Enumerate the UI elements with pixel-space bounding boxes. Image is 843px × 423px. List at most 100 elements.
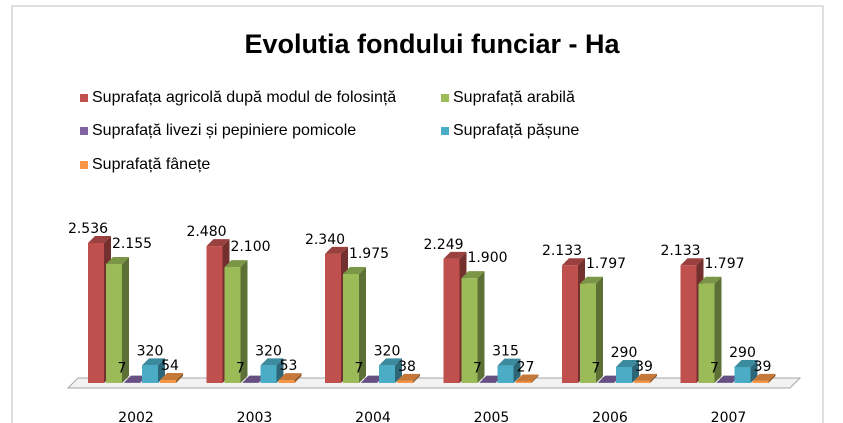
bar: [206, 246, 223, 383]
data-label: 27: [517, 360, 535, 376]
bar-top: [680, 258, 704, 266]
x-tick-label: 2006: [592, 410, 628, 423]
bar: [734, 366, 751, 383]
legend-label: Suprafață arabilă: [453, 89, 575, 106]
bar-top: [379, 358, 402, 366]
bar-side: [477, 271, 485, 383]
bar-side: [750, 359, 758, 383]
x-tick-label: 2007: [711, 410, 747, 423]
data-label: 38: [398, 359, 416, 375]
bar-top: [716, 375, 740, 383]
bar: [616, 366, 632, 383]
data-label: 1.900: [467, 250, 507, 266]
bar: [160, 380, 176, 383]
bar-side: [650, 373, 657, 383]
bar: [343, 273, 359, 383]
data-label: 53: [280, 358, 298, 374]
bar-top: [142, 358, 165, 366]
data-label: 2.133: [660, 243, 700, 259]
bar-top: [580, 276, 603, 284]
legend-label: Suprafață livezi și pepiniere pomicole: [92, 122, 356, 139]
data-label: 290: [611, 345, 638, 361]
legend-swatch: [441, 127, 449, 135]
bar-side: [122, 257, 129, 383]
bar-side: [513, 358, 521, 383]
bar: [278, 380, 295, 383]
data-label: 2.249: [423, 237, 463, 253]
bar: [260, 365, 277, 383]
data-label: 2.133: [542, 243, 582, 259]
data-label: 2.536: [68, 221, 108, 237]
bar: [443, 258, 460, 383]
bar-top: [260, 358, 284, 366]
bar-top: [616, 359, 639, 367]
data-label: 2.340: [305, 232, 345, 248]
bar: [497, 365, 514, 383]
data-label: 7: [592, 361, 601, 377]
bar: [325, 253, 341, 383]
chart-title: Evolutia fondului funciar - Ha: [244, 29, 620, 59]
data-label: 1.797: [704, 256, 744, 272]
bar: [698, 283, 715, 383]
data-label: 2.155: [112, 236, 152, 252]
data-label: 39: [635, 359, 653, 375]
bar: [752, 380, 769, 383]
data-label: 2.100: [230, 239, 270, 255]
data-label: 290: [729, 345, 756, 361]
bar-top: [562, 258, 585, 266]
bar: [680, 265, 697, 383]
data-label: 2.480: [186, 224, 226, 240]
data-label: 7: [236, 361, 245, 377]
bar-top: [160, 373, 183, 381]
bar-top: [461, 271, 485, 279]
bar: [379, 365, 395, 383]
bar: [515, 381, 532, 383]
bar: [224, 267, 241, 383]
bar-top: [598, 375, 621, 383]
bar-side: [531, 374, 539, 383]
bar-top: [361, 375, 384, 383]
bar-top: [752, 373, 776, 381]
bar-top: [278, 373, 302, 381]
bar-side: [176, 373, 183, 383]
legend-swatch: [441, 94, 449, 102]
bar: [634, 380, 650, 383]
bar-side: [395, 358, 402, 383]
bar-side: [596, 276, 603, 383]
data-label: 7: [118, 361, 127, 377]
legend-swatch: [80, 161, 88, 169]
data-label: 1.797: [586, 256, 626, 272]
bar-top: [734, 359, 758, 367]
bar-top: [479, 375, 503, 383]
bar-side: [240, 260, 248, 383]
bar: [580, 283, 596, 383]
data-label: 315: [492, 344, 519, 360]
bar-side: [359, 266, 366, 383]
bar: [106, 264, 122, 383]
data-label: 320: [374, 343, 401, 359]
x-tick-label: 2005: [474, 410, 510, 423]
data-label: 7: [710, 361, 719, 377]
bar: [397, 380, 413, 383]
bar-top: [106, 257, 129, 265]
bar-top: [397, 373, 420, 381]
bar-top: [497, 358, 521, 366]
x-tick-label: 2003: [237, 410, 273, 423]
data-label: 7: [355, 361, 364, 377]
bar-top: [88, 236, 111, 243]
bar-top: [698, 276, 722, 284]
data-label: 54: [161, 358, 179, 374]
bar: [88, 243, 104, 383]
legend-swatch: [80, 94, 88, 102]
bar: [142, 365, 158, 383]
bar-side: [714, 276, 722, 383]
bar-top: [242, 375, 266, 383]
data-label: 320: [255, 343, 282, 359]
data-label: 320: [137, 343, 164, 359]
bar-side: [294, 373, 302, 383]
data-label: 7: [473, 361, 482, 377]
x-tick-label: 2002: [118, 410, 154, 423]
bar-side: [632, 359, 639, 383]
bar-top: [343, 266, 366, 274]
